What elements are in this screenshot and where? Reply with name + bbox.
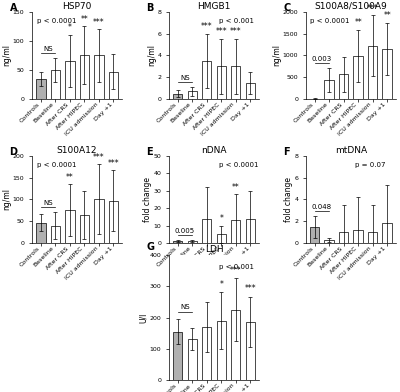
Bar	[310, 227, 320, 243]
Bar	[324, 80, 334, 99]
Y-axis label: fold change: fold change	[143, 177, 152, 222]
Bar	[339, 232, 348, 243]
Bar	[80, 215, 89, 243]
Text: **: **	[80, 15, 88, 24]
Bar	[188, 339, 197, 380]
Bar	[246, 322, 255, 380]
Bar	[216, 234, 226, 243]
Text: 0.005: 0.005	[175, 228, 195, 234]
Title: HSP70: HSP70	[62, 2, 92, 11]
Bar	[80, 55, 89, 99]
Bar	[65, 61, 74, 99]
Bar	[354, 56, 363, 99]
Title: LDH: LDH	[205, 245, 223, 254]
Text: p < 0.0001: p < 0.0001	[218, 162, 258, 168]
Bar	[202, 61, 212, 99]
Text: ***: ***	[230, 265, 242, 274]
Text: *: *	[219, 214, 223, 223]
Bar	[231, 220, 240, 243]
Y-axis label: ng/ml: ng/ml	[272, 44, 281, 66]
Text: ***: ***	[244, 284, 256, 293]
Bar	[50, 225, 60, 243]
Bar	[65, 211, 74, 243]
Text: p < 0.0001: p < 0.0001	[36, 162, 76, 168]
Text: E: E	[146, 147, 153, 157]
Bar	[188, 241, 197, 243]
Text: p < 0.001: p < 0.001	[218, 18, 254, 24]
Text: F: F	[283, 147, 290, 157]
Text: C: C	[283, 3, 291, 13]
Bar	[108, 201, 118, 243]
Y-axis label: U/l: U/l	[139, 312, 148, 323]
Text: *: *	[219, 279, 223, 289]
Text: *: *	[68, 24, 72, 33]
Bar	[188, 91, 197, 99]
Text: ***: ***	[108, 158, 119, 167]
Bar	[50, 70, 60, 99]
Text: p < 0.001: p < 0.001	[218, 263, 254, 270]
Bar	[36, 79, 46, 99]
Text: **: **	[232, 183, 240, 192]
Bar	[216, 66, 226, 99]
Text: **: **	[383, 11, 391, 20]
Bar	[94, 200, 104, 243]
Bar	[108, 72, 118, 99]
Text: NS: NS	[43, 200, 53, 206]
Bar	[354, 230, 363, 243]
Bar	[202, 327, 212, 380]
Bar	[339, 74, 348, 99]
Y-axis label: fold change: fold change	[284, 177, 293, 222]
Text: NS: NS	[180, 75, 190, 81]
Title: S100A8/S100A9: S100A8/S100A9	[314, 2, 387, 11]
Text: D: D	[10, 147, 18, 157]
Text: A: A	[10, 3, 17, 13]
Text: **: **	[354, 18, 362, 27]
Text: ***: ***	[216, 27, 227, 36]
Text: **: **	[66, 172, 74, 181]
Y-axis label: ng/ml: ng/ml	[2, 189, 11, 211]
Text: NS: NS	[43, 46, 53, 52]
Text: p < 0.0001: p < 0.0001	[310, 18, 350, 24]
Title: mtDNA: mtDNA	[335, 146, 367, 155]
Text: p < 0.0001: p < 0.0001	[36, 18, 76, 24]
Bar	[173, 94, 182, 99]
Text: NS: NS	[180, 304, 190, 310]
Bar	[173, 332, 182, 380]
Bar	[36, 223, 46, 243]
Text: ***: ***	[230, 27, 242, 36]
Bar	[216, 321, 226, 380]
Bar	[368, 46, 378, 99]
Bar	[231, 310, 240, 380]
Title: HMGB1: HMGB1	[197, 2, 231, 11]
Bar	[246, 219, 255, 243]
Text: ***: ***	[93, 153, 105, 162]
Text: B: B	[146, 3, 154, 13]
Y-axis label: ng/ml: ng/ml	[2, 44, 11, 66]
Title: S100A12: S100A12	[57, 146, 97, 155]
Bar	[246, 83, 255, 99]
Bar	[202, 219, 212, 243]
Text: ***: ***	[367, 4, 378, 13]
Bar	[324, 240, 334, 243]
Bar	[173, 241, 182, 243]
Text: 0.048: 0.048	[312, 204, 332, 210]
Bar	[94, 55, 104, 99]
Y-axis label: ng/ml: ng/ml	[147, 44, 156, 66]
Bar	[368, 232, 378, 243]
Text: G: G	[146, 242, 154, 252]
Text: ***: ***	[201, 22, 212, 31]
Text: 0.003: 0.003	[312, 56, 332, 62]
Text: ***: ***	[93, 18, 105, 27]
Bar	[382, 49, 392, 99]
Title: nDNA: nDNA	[201, 146, 227, 155]
Bar	[382, 223, 392, 243]
Bar	[231, 66, 240, 99]
Text: p = 0.07: p = 0.07	[356, 162, 386, 168]
